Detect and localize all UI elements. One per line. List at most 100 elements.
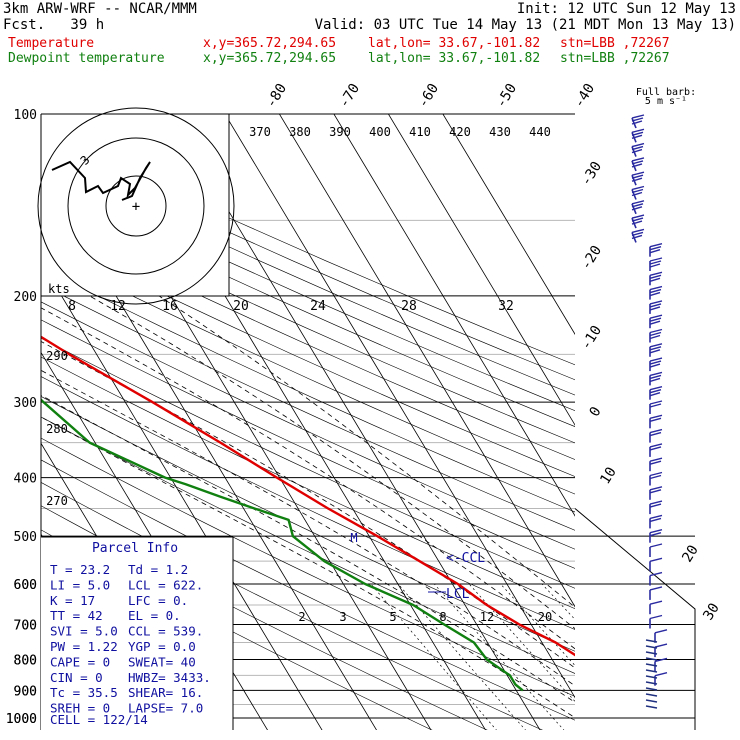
wind-barb-flag — [649, 291, 661, 297]
parcel-info-cell: CELL = 122/14 — [50, 712, 148, 727]
hodograph-speed-label: 20 — [233, 299, 249, 314]
wind-legend-title: Full barb: — [636, 87, 696, 98]
mixing-ratio-label: 5 — [389, 610, 396, 624]
wind-barb-flag — [631, 145, 644, 151]
wind-barb-flag — [649, 517, 662, 523]
temperature-latlon: lat,lon= 33.67,-101.82 — [368, 36, 541, 51]
parcel-info-title: Parcel Info — [92, 541, 178, 556]
wind-barb-flag — [654, 672, 668, 677]
isotherm — [388, 114, 575, 426]
wind-barb-flag — [649, 343, 663, 348]
wind-barb-flag — [631, 206, 643, 211]
pressure-label-overlay-800: 800 — [14, 653, 37, 668]
isotherm — [279, 114, 575, 608]
hodograph-ring-1 — [67, 137, 205, 275]
wind-barb-flag — [631, 177, 643, 182]
dry-adiabat — [41, 437, 575, 697]
isotherm — [333, 114, 575, 517]
dry-adiabat — [41, 143, 575, 381]
wind-barb-flag — [631, 203, 644, 208]
low-level-wind-barb — [645, 645, 658, 649]
dry-adiabat — [41, 129, 575, 366]
ccl-label: <-CCL — [446, 551, 485, 566]
theta-label: 390 — [329, 125, 351, 139]
low-level-wind-barb — [645, 657, 658, 661]
low-level-wind-barb — [645, 699, 658, 703]
wind-barb-flag — [649, 503, 662, 508]
wind-barb-flag — [649, 371, 663, 377]
moist-adiabat — [41, 369, 575, 687]
pressure-label-300: 300 — [14, 396, 37, 411]
wind-barb-flag — [649, 288, 662, 294]
wind-barb-flag — [649, 374, 662, 380]
temperature-station: stn=LBB ,72267 — [560, 36, 670, 51]
wind-barb-flag — [631, 200, 645, 205]
dry-adiabat — [41, 250, 575, 495]
wind-barb-flag — [631, 220, 643, 225]
mixing-ratio-line — [541, 583, 575, 621]
isotherm — [170, 114, 541, 730]
mixing-ratio-line — [434, 583, 565, 730]
wind-barb-flag — [649, 392, 661, 397]
right-frame-edge — [574, 508, 696, 730]
wind-barb-flag — [649, 263, 661, 268]
dry-adiabat — [41, 172, 575, 411]
wind-barb-flag — [631, 191, 643, 197]
theta-label: 420 — [449, 125, 471, 139]
wind-barb-flag — [649, 586, 663, 591]
wind-barb-flag — [649, 303, 662, 308]
wind-barb-flag — [649, 532, 662, 537]
wind-barb-flag — [649, 443, 663, 448]
wind-barb-flag — [649, 243, 663, 248]
wind-barb-flag — [649, 246, 662, 251]
forecast-hour: Fcst. 39 h — [3, 17, 105, 33]
wind-barb-flag — [649, 317, 662, 322]
hodograph-speed-label: 28 — [401, 299, 417, 314]
wind-barb-flag — [631, 120, 643, 125]
hodograph-kts-label: kts — [48, 282, 70, 296]
wind-barb-flag — [649, 460, 662, 465]
wind-barb-flag — [649, 571, 663, 577]
low-level-wind-barb — [645, 639, 658, 643]
wind-barb-flag — [649, 400, 663, 405]
isotherm — [442, 114, 575, 335]
wind-barb-flag — [649, 417, 662, 422]
moist-adiabat — [41, 394, 575, 703]
hodograph-speed-label: 12 — [110, 299, 126, 314]
wind-barb-flag — [631, 131, 644, 136]
low-level-wind-barb — [645, 687, 658, 691]
pressure-label-overlay-700: 700 — [14, 618, 37, 633]
parcel-info-right: SHEAR= 16. — [128, 685, 203, 700]
wind-barb-flag — [631, 228, 645, 234]
wind-barb-flag — [649, 471, 663, 477]
parcel-info-left: CIN = 0 — [50, 670, 103, 685]
wind-barb-flag — [649, 306, 661, 311]
pressure-label-200: 200 — [14, 290, 37, 305]
theta-label: 410 — [409, 125, 431, 139]
hodograph-bg — [41, 114, 229, 296]
theta-left-label: 270 — [46, 494, 68, 508]
wind-barb-flag — [649, 300, 663, 305]
wind-barb-flag — [654, 643, 668, 648]
wind-barb-flag — [631, 142, 645, 148]
pressure-label-1000: 1000 — [6, 712, 37, 727]
low-level-wind-barb — [645, 651, 658, 655]
wind-barb-flag — [649, 474, 662, 480]
model-title: 3km ARW-WRF -- NCAR/MMM — [3, 1, 197, 17]
wind-barb-flag — [649, 529, 663, 534]
wind-barb-flag — [649, 334, 661, 340]
moist-adiabat — [41, 307, 575, 650]
theta-label: 430 — [489, 125, 511, 139]
wind-barb-flag — [649, 249, 661, 254]
dry-adiabat — [41, 396, 575, 652]
wind-barb-flag — [649, 357, 663, 362]
wind-barb-flag — [649, 320, 661, 325]
init-time: Init: 12 UTC Sun 12 May 13 — [516, 1, 736, 17]
pressure-label-100: 100 — [14, 108, 37, 123]
wind-barb-flag — [631, 231, 644, 237]
parcel-info-left: SREH = 0 — [50, 701, 110, 716]
dewpoint-legend: Dewpoint temperature — [8, 51, 165, 66]
wind-barb-flag — [649, 486, 663, 491]
low-level-wind-barb — [645, 705, 658, 709]
